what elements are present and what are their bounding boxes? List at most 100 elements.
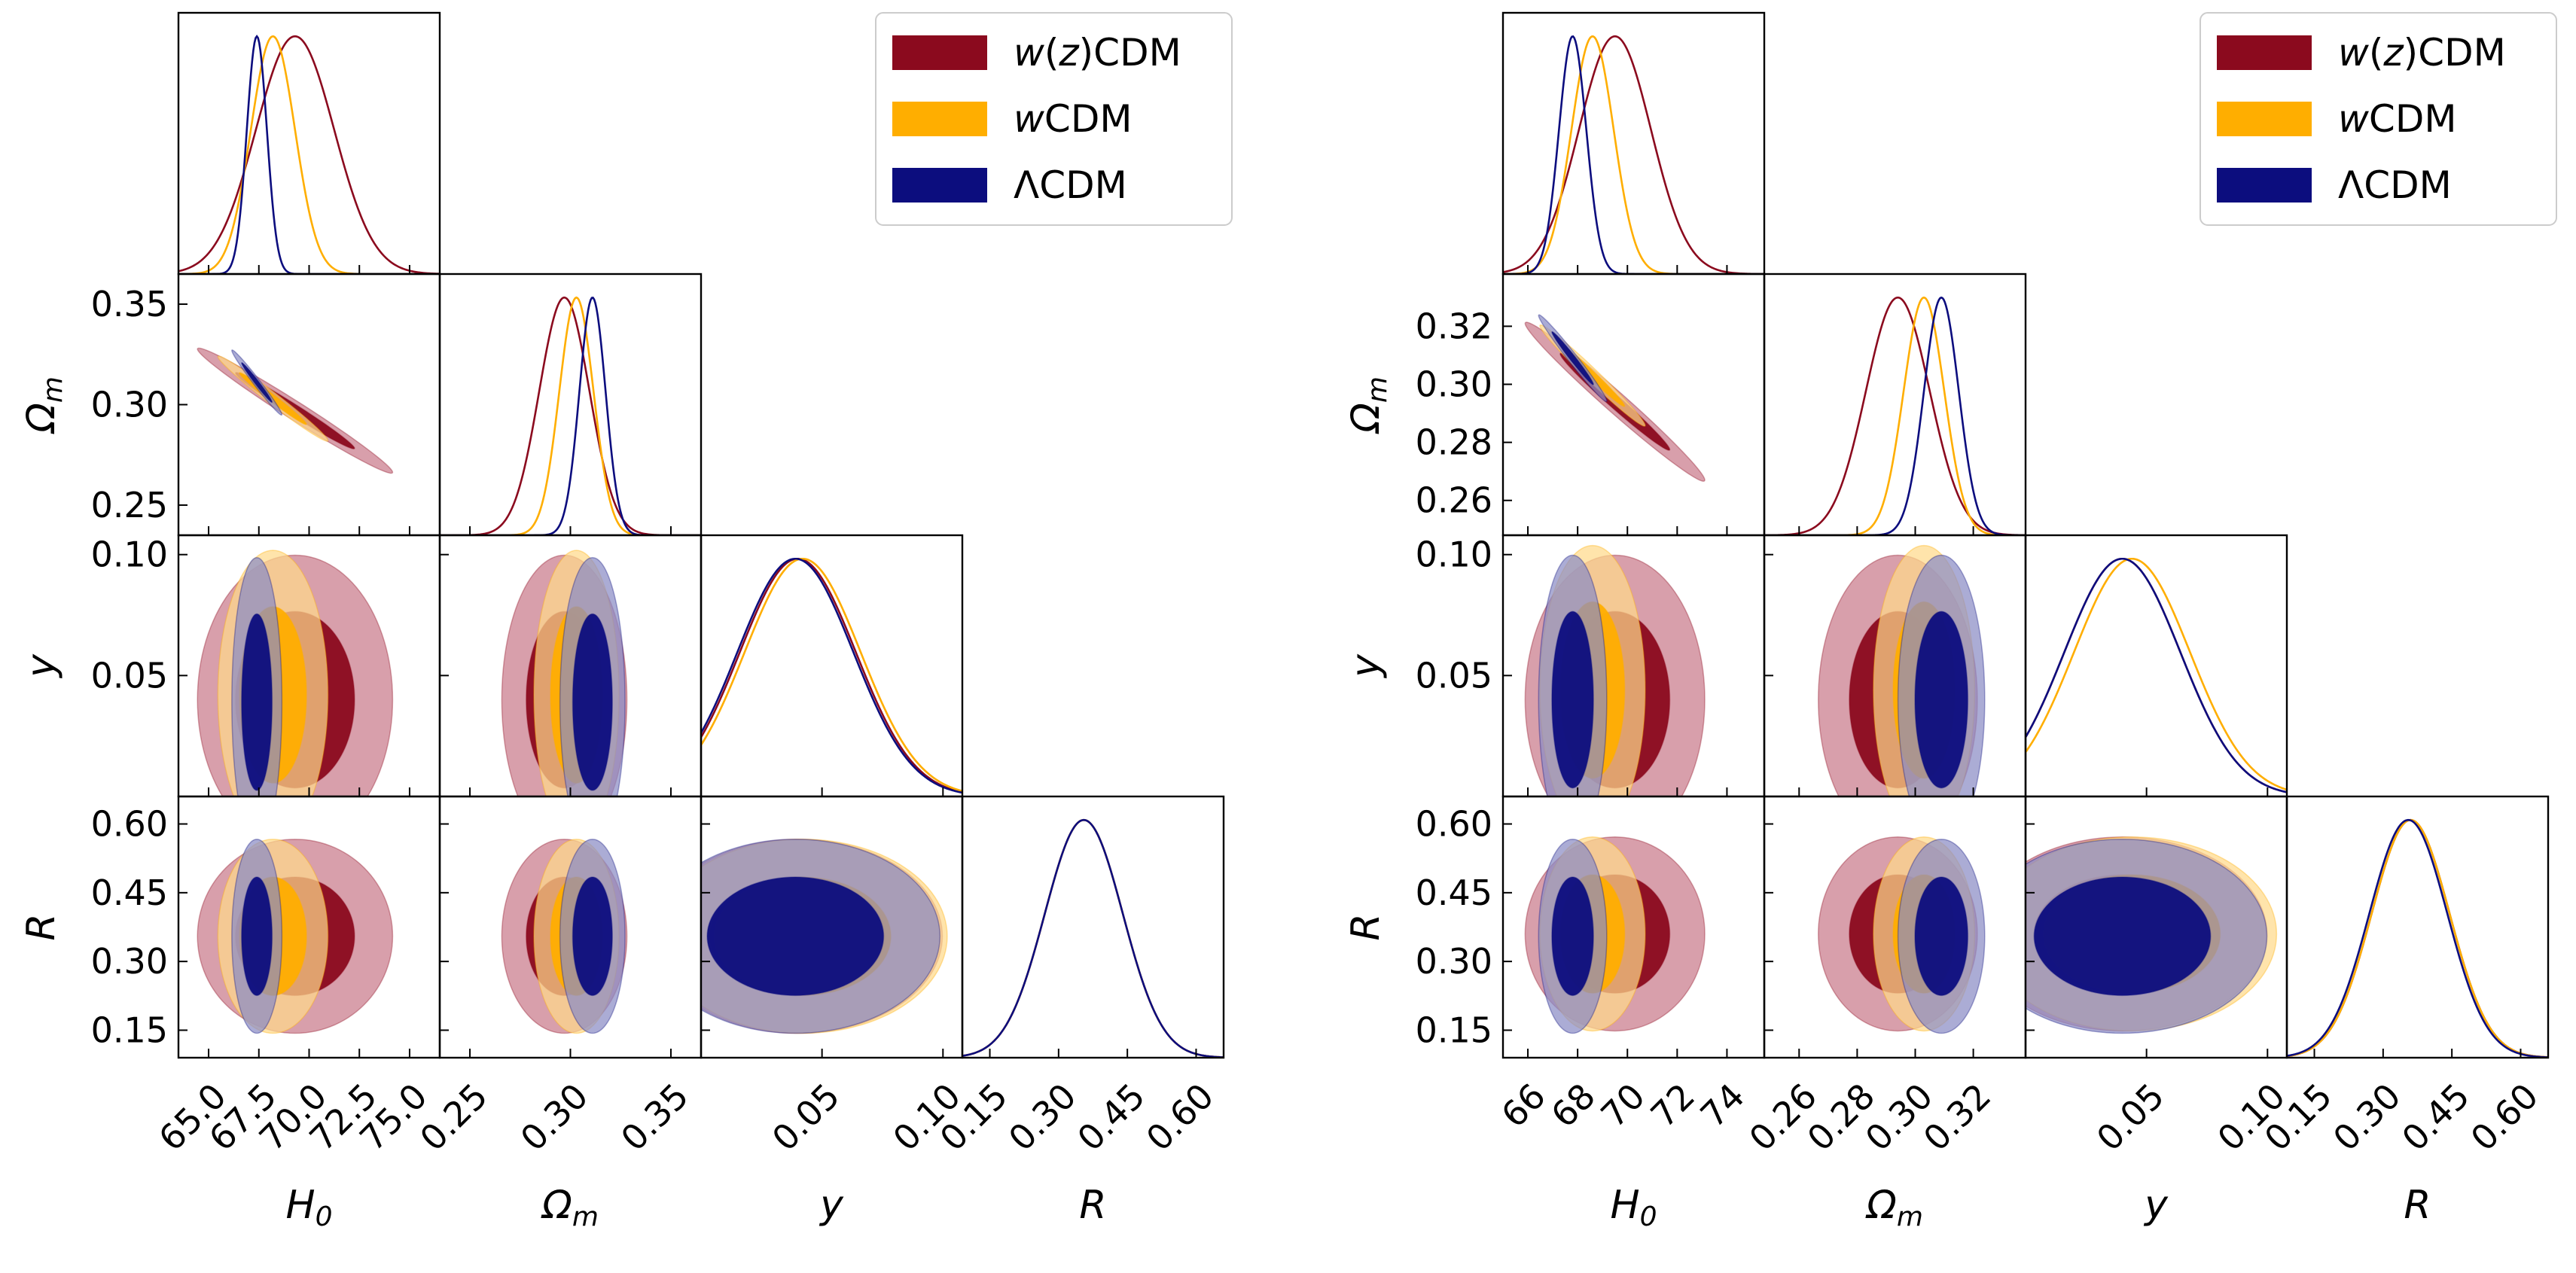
y-tick-label-R: 0.60 bbox=[1416, 804, 1492, 845]
marginal-curve-wzCDM-H0 bbox=[178, 35, 440, 274]
marginal-curve-LCDM-y bbox=[2026, 557, 2287, 793]
x-tick-label-y: 0.05 bbox=[2089, 1076, 2172, 1159]
legend-swatch-wzCDM bbox=[892, 35, 987, 70]
y-tick-label-R: 0.15 bbox=[91, 1010, 168, 1050]
contour-inner-LCDM-H0-y bbox=[1551, 611, 1594, 789]
legend-label-wCDM: wCDM bbox=[1014, 97, 1132, 141]
marginal-curve-wzCDM-Om bbox=[1764, 296, 2026, 535]
corner-plot-1: 0.250.300.350.050.1065.067.570.072.575.0… bbox=[19, 11, 1233, 1232]
contour-inner-LCDM-H0-Om bbox=[241, 362, 273, 404]
panel-frame bbox=[2024, 534, 2288, 798]
axis-label-y-y: y bbox=[1343, 653, 1389, 679]
axis-label-Om-y: Ωm bbox=[1343, 376, 1393, 434]
contour-inner-LCDM-H0-Om bbox=[1551, 330, 1594, 385]
x-tick-label-R: 0.60 bbox=[2463, 1076, 2547, 1159]
axis-label-R-y: R bbox=[1343, 913, 1389, 940]
panel-y-H0: 0.05 0.10 bbox=[91, 534, 441, 798]
axis-label-R-y: R bbox=[19, 913, 64, 940]
legend-label-wzCDM: w(z)CDM bbox=[1014, 31, 1181, 75]
marginal-curve-wzCDM-Om bbox=[440, 296, 701, 535]
marginal-curve-wCDM-Om bbox=[440, 296, 701, 535]
x-tick-label-Om: 0.32 bbox=[1916, 1076, 1999, 1159]
y-tick-label-Om: 0.30 bbox=[91, 385, 168, 425]
marginal-curve-wCDM-R bbox=[962, 818, 1224, 1058]
marginal-curve-LCDM-Om bbox=[440, 296, 701, 535]
x-tick-label-R: 0.30 bbox=[2325, 1076, 2409, 1159]
contour-inner-LCDM-H0-R bbox=[241, 876, 273, 997]
y-tick-label-R: 0.45 bbox=[1416, 873, 1492, 913]
x-tick-label-R: 0.60 bbox=[1139, 1076, 1222, 1159]
panel-Om-Om bbox=[1763, 273, 2027, 537]
contour-inner-LCDM-Om-y bbox=[572, 613, 613, 791]
x-tick-label-R: 0.45 bbox=[2394, 1076, 2477, 1159]
y-tick-label-R: 0.15 bbox=[1416, 1010, 1492, 1050]
axis-label-y-y: y bbox=[19, 653, 64, 679]
marginal-curve-wCDM-Om bbox=[1764, 297, 2026, 535]
y-tick-label-y: 0.10 bbox=[91, 534, 168, 575]
y-tick-label-R: 0.45 bbox=[91, 873, 168, 913]
legend-label-LCDM: ΛCDM bbox=[2338, 163, 2452, 207]
panel-Om-Om bbox=[438, 273, 703, 537]
axis-label-H0-x: H0 bbox=[1610, 1183, 1657, 1232]
legend-swatch-wCDM bbox=[892, 102, 987, 136]
y-tick-label-R: 0.30 bbox=[91, 941, 168, 982]
y-tick-label-R: 0.60 bbox=[91, 804, 168, 845]
panel-H0-H0 bbox=[1501, 11, 1766, 276]
y-tick-label-Om: 0.26 bbox=[1416, 480, 1492, 521]
marginal-curve-LCDM-R bbox=[962, 818, 1224, 1058]
panel-frame bbox=[700, 534, 964, 798]
x-tick-label-R: 0.30 bbox=[1001, 1076, 1084, 1159]
panel-frame bbox=[961, 795, 1225, 1059]
axis-label-y-x: y bbox=[2143, 1183, 2169, 1228]
legend-swatch-LCDM bbox=[892, 168, 987, 203]
contour-inner-LCDM-Om-R bbox=[1914, 876, 1969, 997]
y-tick-label-y: 0.05 bbox=[91, 655, 168, 696]
x-tick-label-R: 0.45 bbox=[1069, 1076, 1153, 1159]
panel-R-Om: 0.260.280.300.32 bbox=[1741, 795, 2027, 1159]
marginal-curve-wzCDM-R bbox=[962, 818, 1224, 1058]
axis-label-R-x: R bbox=[2404, 1183, 2431, 1228]
marginal-curve-wCDM-y bbox=[2026, 557, 2287, 791]
axis-label-Om-y: Ωm bbox=[19, 376, 69, 434]
axis-label-y-x: y bbox=[819, 1183, 844, 1228]
y-tick-label-Om: 0.35 bbox=[91, 284, 168, 324]
axis-label-Om-x: Ωm bbox=[541, 1183, 599, 1232]
y-tick-label-y: 0.05 bbox=[1416, 655, 1492, 696]
legend-swatch-wzCDM bbox=[2217, 35, 2312, 70]
panel-frame bbox=[1763, 273, 2027, 537]
panel-H0-H0 bbox=[177, 11, 441, 276]
marginal-curve-wzCDM-R bbox=[2287, 818, 2548, 1058]
legend-label-LCDM: ΛCDM bbox=[1014, 163, 1127, 207]
y-tick-label-Om: 0.30 bbox=[1416, 364, 1492, 405]
legend-swatch-wCDM bbox=[2217, 102, 2312, 136]
marginal-curve-LCDM-Om bbox=[1764, 296, 2026, 535]
y-tick-label-Om: 0.32 bbox=[1416, 306, 1492, 346]
marginal-curve-LCDM-y bbox=[701, 557, 962, 794]
panel-R-R: 0.150.300.450.60 bbox=[2257, 795, 2550, 1159]
marginal-curve-wzCDM-y bbox=[701, 557, 962, 793]
marginal-curve-wCDM-R bbox=[2287, 818, 2548, 1058]
x-tick-label-y: 0.05 bbox=[764, 1076, 848, 1159]
axis-label-H0-x: H0 bbox=[285, 1183, 332, 1232]
contour-inner-LCDM-H0-y bbox=[241, 613, 273, 791]
panel-y-y bbox=[2024, 534, 2288, 798]
panel-R-R: 0.150.300.450.60 bbox=[932, 795, 1225, 1159]
axis-label-Om-x: Ωm bbox=[1865, 1183, 1923, 1232]
corner-plot-2: 0.260.280.300.320.050.1066687072740.150.… bbox=[1343, 11, 2557, 1232]
panel-frame bbox=[2285, 795, 2550, 1059]
y-tick-label-R: 0.30 bbox=[1416, 941, 1492, 982]
panel-frame bbox=[177, 273, 441, 537]
marginal-curve-wCDM-y bbox=[701, 557, 962, 793]
contour-inner-LCDM-Om-R bbox=[572, 876, 613, 997]
legend: w(z)CDM wCDM ΛCDM bbox=[875, 12, 1233, 226]
legend-label-wzCDM: w(z)CDM bbox=[2338, 31, 2506, 75]
x-tick-label-Om: 0.30 bbox=[513, 1076, 596, 1159]
legend-swatch-LCDM bbox=[2217, 168, 2312, 203]
contour-inner-LCDM-y-R bbox=[2033, 876, 2212, 997]
panel-y-H0: 0.05 0.10 bbox=[1416, 534, 1766, 798]
panel-y-y bbox=[700, 534, 964, 798]
panel-Om-H0: 0.25 0.30 0.35 bbox=[91, 273, 441, 537]
